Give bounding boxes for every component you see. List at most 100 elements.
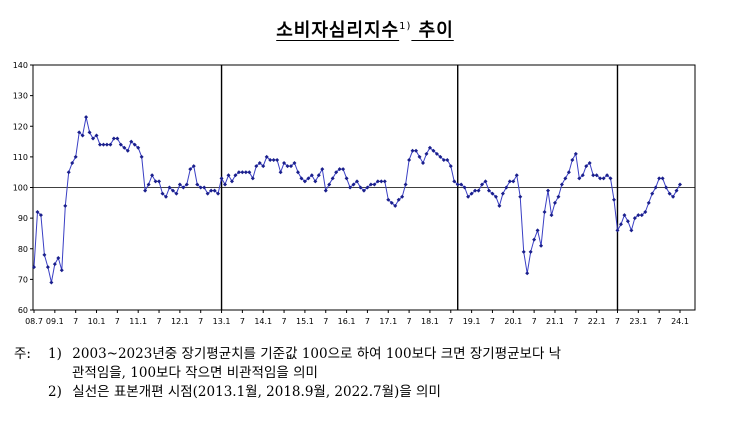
data-point — [674, 188, 679, 193]
data-point — [167, 185, 172, 190]
data-point — [591, 173, 596, 178]
x-tick-label: 22.1 — [588, 317, 606, 326]
data-point — [664, 185, 669, 190]
data-point — [542, 210, 547, 214]
data-point — [556, 194, 561, 199]
x-tick-label: 15.1 — [296, 317, 314, 326]
data-point — [570, 157, 575, 162]
data-point — [59, 268, 64, 273]
data-point — [132, 142, 137, 147]
data-point — [136, 145, 141, 150]
data-point — [618, 222, 623, 227]
data-point — [636, 213, 641, 218]
data-point — [480, 182, 485, 187]
data-point — [486, 188, 491, 193]
footnote-text: 실선은 표본개편 시점(2013.1월, 2018.9월, 2022.7월)을 … — [72, 384, 441, 400]
data-point — [546, 188, 551, 193]
y-axis: 60 70 80 90 100 110 120 130 140 — [13, 61, 33, 315]
data-point — [184, 182, 189, 187]
x-tick-label: 7 — [407, 317, 412, 326]
data-point — [671, 194, 676, 199]
data-point — [403, 182, 408, 187]
data-point — [223, 182, 228, 187]
x-tick-label: 14.1 — [254, 317, 272, 326]
data-point — [150, 173, 155, 178]
data-point — [264, 154, 269, 159]
data-point — [493, 194, 498, 199]
data-point — [309, 173, 314, 178]
data-point — [108, 142, 113, 147]
data-point — [143, 188, 148, 193]
data-point — [434, 151, 439, 156]
data-point — [226, 173, 231, 178]
data-point — [441, 157, 446, 162]
data-point — [70, 161, 75, 165]
data-point — [379, 179, 384, 184]
data-point — [400, 194, 405, 199]
data-point — [452, 179, 457, 184]
x-tick-label: 18.1 — [421, 317, 439, 326]
footnote-number: 1) — [48, 346, 62, 362]
data-point — [414, 148, 419, 153]
data-point — [650, 191, 655, 196]
data-point — [500, 191, 505, 196]
data-point — [559, 182, 564, 187]
data-point — [528, 249, 533, 254]
data-point — [639, 213, 644, 218]
data-point — [605, 173, 610, 178]
data-point — [563, 176, 568, 181]
data-point — [396, 197, 401, 202]
data-point — [101, 142, 106, 147]
y-tick-label: 100 — [13, 184, 28, 193]
data-point — [497, 203, 502, 208]
data-point — [351, 182, 356, 187]
data-point — [302, 179, 307, 184]
data-point — [42, 252, 47, 257]
data-point — [236, 170, 241, 175]
data-point — [643, 210, 648, 214]
data-point — [358, 185, 363, 190]
data-point — [667, 191, 672, 196]
data-point — [455, 182, 460, 187]
data-point — [420, 161, 425, 165]
data-point — [504, 185, 509, 190]
data-point — [295, 170, 300, 175]
data-point — [375, 179, 380, 184]
data-point — [209, 188, 214, 193]
data-point — [174, 191, 179, 196]
data-point — [361, 188, 366, 193]
data-point — [462, 185, 467, 190]
x-tick-label: 7 — [240, 317, 245, 326]
data-point — [243, 170, 248, 175]
x-tick-label: 10.1 — [88, 317, 106, 326]
data-point — [355, 179, 359, 184]
sample-revision-lines — [220, 65, 619, 310]
data-point — [427, 145, 432, 150]
data-point — [525, 271, 530, 276]
data-point — [625, 219, 630, 224]
data-point — [188, 167, 193, 172]
data-point — [129, 139, 134, 144]
data-point — [424, 151, 429, 156]
data-point — [247, 170, 252, 175]
data-point — [268, 157, 273, 162]
data-point — [306, 176, 311, 181]
y-tick-label: 70 — [18, 275, 28, 284]
data-point — [177, 182, 182, 187]
data-point — [532, 237, 537, 242]
data-point — [323, 188, 328, 193]
data-point — [94, 133, 99, 138]
data-point — [334, 170, 339, 175]
footnote-text: 2003~2023년중 장기평균치를 기준값 100으로 하여 100보다 크면… — [72, 346, 562, 362]
data-point — [382, 179, 387, 184]
data-point — [56, 255, 61, 260]
data-point — [125, 148, 130, 153]
data-point — [160, 191, 165, 196]
data-point — [285, 164, 290, 169]
data-point — [344, 176, 349, 181]
data-point — [49, 280, 54, 285]
y-tick-label: 80 — [18, 245, 28, 254]
x-tick-label: 7 — [657, 317, 662, 326]
x-tick-label: 12.1 — [171, 317, 189, 326]
footnote-number: 2) — [48, 384, 62, 400]
